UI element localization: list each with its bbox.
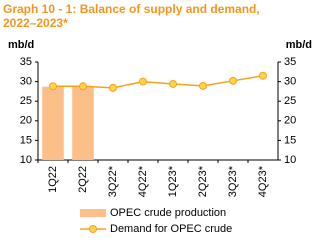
bar <box>72 85 94 160</box>
legend-marker <box>89 225 97 233</box>
y-axis-label: mb/d <box>8 39 34 51</box>
marker <box>79 82 87 91</box>
y2-axis-label: mb/d <box>286 39 312 51</box>
y-tick-label: 15 <box>20 134 32 146</box>
chart-title: Graph 10 - 1: Balance of supply and dema… <box>3 2 260 30</box>
y-tick-label: 20 <box>20 115 32 127</box>
x-tick-label: 3Q23* <box>227 165 239 197</box>
title-line: 2022–2023* <box>3 16 68 30</box>
line <box>53 74 264 89</box>
marker <box>259 71 267 80</box>
marker <box>199 81 207 90</box>
y-tick-label: 25 <box>20 95 32 107</box>
y2-tick-label: 10 <box>284 154 296 166</box>
marker <box>109 83 117 92</box>
y2-tick-label: 35 <box>284 56 296 68</box>
x-tick-label: 1Q22 <box>47 166 59 193</box>
x-tick-label: 4Q22* <box>137 165 149 197</box>
x-tick-label: 1Q23* <box>167 165 179 197</box>
x-tick-label: 2Q23* <box>197 165 209 197</box>
y-tick-label: 30 <box>20 76 32 88</box>
marker <box>229 76 237 85</box>
legend-swatch <box>80 209 106 217</box>
y2-tick-label: 15 <box>284 134 296 146</box>
x-tick-label: 2Q22 <box>77 166 89 193</box>
y-tick-label: 35 <box>20 56 32 68</box>
bar <box>42 86 64 160</box>
marker <box>169 79 177 88</box>
marker <box>139 77 147 86</box>
legend-label: OPEC crude production <box>110 207 226 219</box>
y2-tick-label: 30 <box>284 76 296 88</box>
y2-tick-label: 20 <box>284 115 296 127</box>
y-tick-label: 10 <box>20 154 32 166</box>
x-tick-label: 3Q22* <box>107 165 119 197</box>
marker <box>49 82 57 91</box>
legend-label: Demand for OPEC crude <box>110 223 232 235</box>
y2-tick-label: 25 <box>284 95 296 107</box>
title-line: Graph 10 - 1: Balance of supply and dema… <box>3 2 260 16</box>
x-tick-label: 4Q23* <box>257 165 269 197</box>
